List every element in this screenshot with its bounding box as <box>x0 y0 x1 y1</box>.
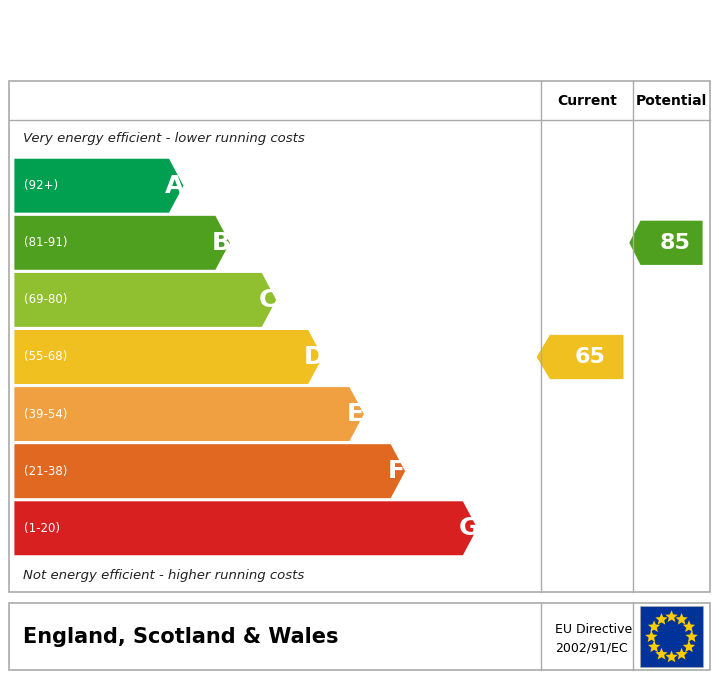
Text: (92+): (92+) <box>24 179 58 192</box>
Text: (21-38): (21-38) <box>24 464 67 478</box>
Polygon shape <box>685 630 698 642</box>
Polygon shape <box>665 651 678 662</box>
Polygon shape <box>655 613 668 624</box>
Polygon shape <box>14 387 364 441</box>
Polygon shape <box>629 221 702 265</box>
Polygon shape <box>648 620 660 632</box>
Text: England, Scotland & Wales: England, Scotland & Wales <box>23 627 339 647</box>
Text: (81-91): (81-91) <box>24 236 68 249</box>
Polygon shape <box>14 159 183 213</box>
Bar <box>640 606 703 668</box>
Text: C: C <box>258 288 277 312</box>
Polygon shape <box>655 648 668 659</box>
Polygon shape <box>14 444 405 498</box>
Text: (55-68): (55-68) <box>24 350 67 364</box>
Text: 65: 65 <box>575 347 605 367</box>
Polygon shape <box>683 620 695 632</box>
Polygon shape <box>14 216 230 270</box>
Polygon shape <box>14 273 276 327</box>
Polygon shape <box>14 330 323 384</box>
Text: Not energy efficient - higher running costs: Not energy efficient - higher running co… <box>23 569 304 582</box>
Text: G: G <box>458 516 479 540</box>
Text: Current: Current <box>557 94 617 108</box>
Text: (39-54): (39-54) <box>24 408 67 421</box>
Polygon shape <box>14 502 477 556</box>
Text: F: F <box>388 459 405 483</box>
Polygon shape <box>675 648 688 659</box>
Polygon shape <box>675 613 688 624</box>
Text: (69-80): (69-80) <box>24 294 67 306</box>
Text: Energy Efficiency Rating: Energy Efficiency Rating <box>18 22 478 55</box>
Polygon shape <box>536 335 623 379</box>
Bar <box>9 603 710 670</box>
Polygon shape <box>648 641 660 652</box>
Text: D: D <box>303 345 324 369</box>
Text: (1-20): (1-20) <box>24 522 60 535</box>
Polygon shape <box>683 641 695 652</box>
Polygon shape <box>645 630 658 642</box>
Text: B: B <box>211 231 231 254</box>
Text: E: E <box>347 402 364 426</box>
Text: EU Directive: EU Directive <box>555 623 632 636</box>
Text: Very energy efficient - lower running costs: Very energy efficient - lower running co… <box>23 132 305 145</box>
Polygon shape <box>665 610 678 622</box>
Text: Potential: Potential <box>636 94 707 108</box>
Text: 2002/91/EC: 2002/91/EC <box>555 642 628 655</box>
Text: A: A <box>165 173 185 198</box>
Text: 85: 85 <box>660 233 690 253</box>
